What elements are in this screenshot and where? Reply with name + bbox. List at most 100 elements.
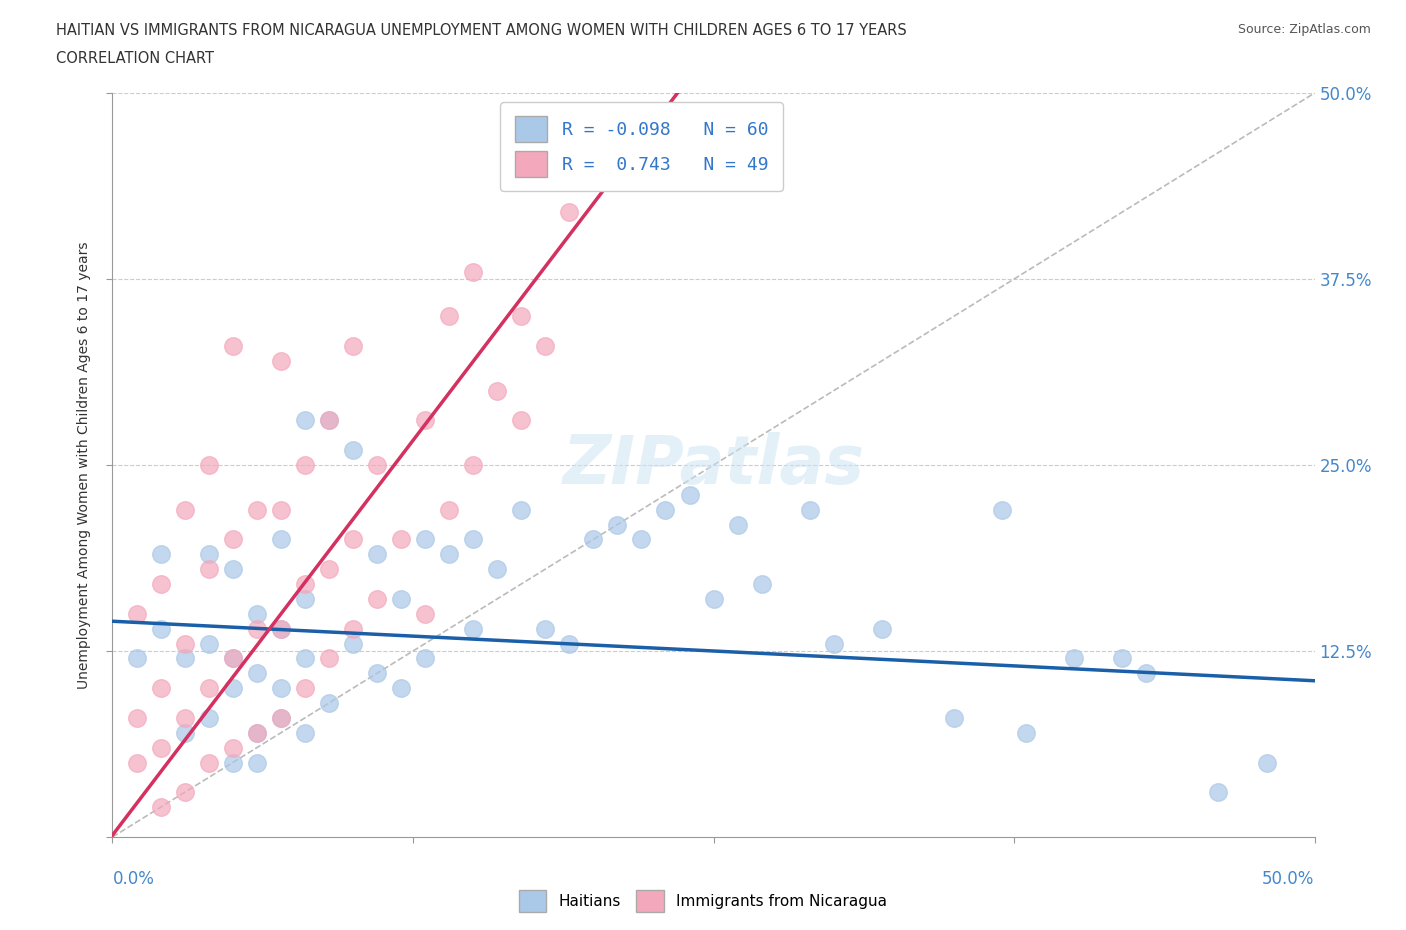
Point xyxy=(630,532,652,547)
Point xyxy=(318,651,340,666)
Point xyxy=(510,413,533,428)
Point xyxy=(342,532,364,547)
Point xyxy=(270,681,292,696)
Point xyxy=(149,681,172,696)
Point xyxy=(197,755,219,770)
Point xyxy=(389,532,412,547)
Point xyxy=(413,606,436,621)
Point xyxy=(342,443,364,458)
Point xyxy=(1208,785,1230,800)
Point xyxy=(486,383,509,398)
Point xyxy=(461,532,484,547)
Point xyxy=(294,577,316,591)
Point xyxy=(1111,651,1133,666)
Point xyxy=(823,636,845,651)
Point xyxy=(270,502,292,517)
Point xyxy=(246,621,269,636)
Point xyxy=(342,636,364,651)
Point xyxy=(510,309,533,324)
Point xyxy=(318,696,340,711)
Point xyxy=(246,725,269,740)
Point xyxy=(222,562,245,577)
Point xyxy=(270,711,292,725)
Point xyxy=(702,591,725,606)
Point xyxy=(173,651,195,666)
Point xyxy=(270,621,292,636)
Point xyxy=(222,651,245,666)
Point xyxy=(294,651,316,666)
Point xyxy=(1063,651,1085,666)
Y-axis label: Unemployment Among Women with Children Ages 6 to 17 years: Unemployment Among Women with Children A… xyxy=(77,241,91,689)
Point xyxy=(318,413,340,428)
Text: 0.0%: 0.0% xyxy=(112,870,155,887)
Point xyxy=(197,711,219,725)
Point xyxy=(461,264,484,279)
Point xyxy=(534,621,557,636)
Point xyxy=(318,562,340,577)
Point xyxy=(246,606,269,621)
Point xyxy=(294,681,316,696)
Point xyxy=(294,591,316,606)
Point xyxy=(294,725,316,740)
Point xyxy=(246,725,269,740)
Point xyxy=(437,502,460,517)
Point xyxy=(534,339,557,353)
Point xyxy=(582,532,605,547)
Point xyxy=(366,666,388,681)
Point xyxy=(222,740,245,755)
Point xyxy=(342,621,364,636)
Point xyxy=(173,711,195,725)
Point xyxy=(558,636,581,651)
Point xyxy=(270,532,292,547)
Point xyxy=(413,651,436,666)
Point xyxy=(270,621,292,636)
Point xyxy=(173,785,195,800)
Point xyxy=(1135,666,1157,681)
Point xyxy=(727,517,749,532)
Point xyxy=(942,711,965,725)
Point xyxy=(173,636,195,651)
Point xyxy=(125,755,148,770)
Point xyxy=(149,740,172,755)
Point xyxy=(437,309,460,324)
Point xyxy=(654,502,676,517)
Point xyxy=(606,517,628,532)
Text: HAITIAN VS IMMIGRANTS FROM NICARAGUA UNEMPLOYMENT AMONG WOMEN WITH CHILDREN AGES: HAITIAN VS IMMIGRANTS FROM NICARAGUA UNE… xyxy=(56,23,907,38)
Point xyxy=(197,681,219,696)
Point xyxy=(222,651,245,666)
Point xyxy=(558,205,581,219)
Point xyxy=(1015,725,1038,740)
Point xyxy=(318,413,340,428)
Point xyxy=(389,591,412,606)
Point xyxy=(510,502,533,517)
Text: CORRELATION CHART: CORRELATION CHART xyxy=(56,51,214,66)
Point xyxy=(270,711,292,725)
Point xyxy=(125,651,148,666)
Point xyxy=(413,413,436,428)
Point xyxy=(366,458,388,472)
Text: ZIPatlas: ZIPatlas xyxy=(562,432,865,498)
Point xyxy=(294,458,316,472)
Legend: Haitians, Immigrants from Nicaragua: Haitians, Immigrants from Nicaragua xyxy=(513,884,893,918)
Point xyxy=(173,502,195,517)
Point xyxy=(751,577,773,591)
Point xyxy=(870,621,893,636)
Point xyxy=(486,562,509,577)
Point xyxy=(389,681,412,696)
Point xyxy=(173,725,195,740)
Text: 50.0%: 50.0% xyxy=(1263,870,1315,887)
Point xyxy=(246,755,269,770)
Point xyxy=(366,591,388,606)
Point xyxy=(461,621,484,636)
Point xyxy=(437,547,460,562)
Text: Source: ZipAtlas.com: Source: ZipAtlas.com xyxy=(1237,23,1371,36)
Point xyxy=(991,502,1014,517)
Point xyxy=(366,547,388,562)
Point xyxy=(125,711,148,725)
Point xyxy=(413,532,436,547)
Point xyxy=(149,577,172,591)
Point xyxy=(222,681,245,696)
Point xyxy=(342,339,364,353)
Point xyxy=(222,339,245,353)
Point xyxy=(246,502,269,517)
